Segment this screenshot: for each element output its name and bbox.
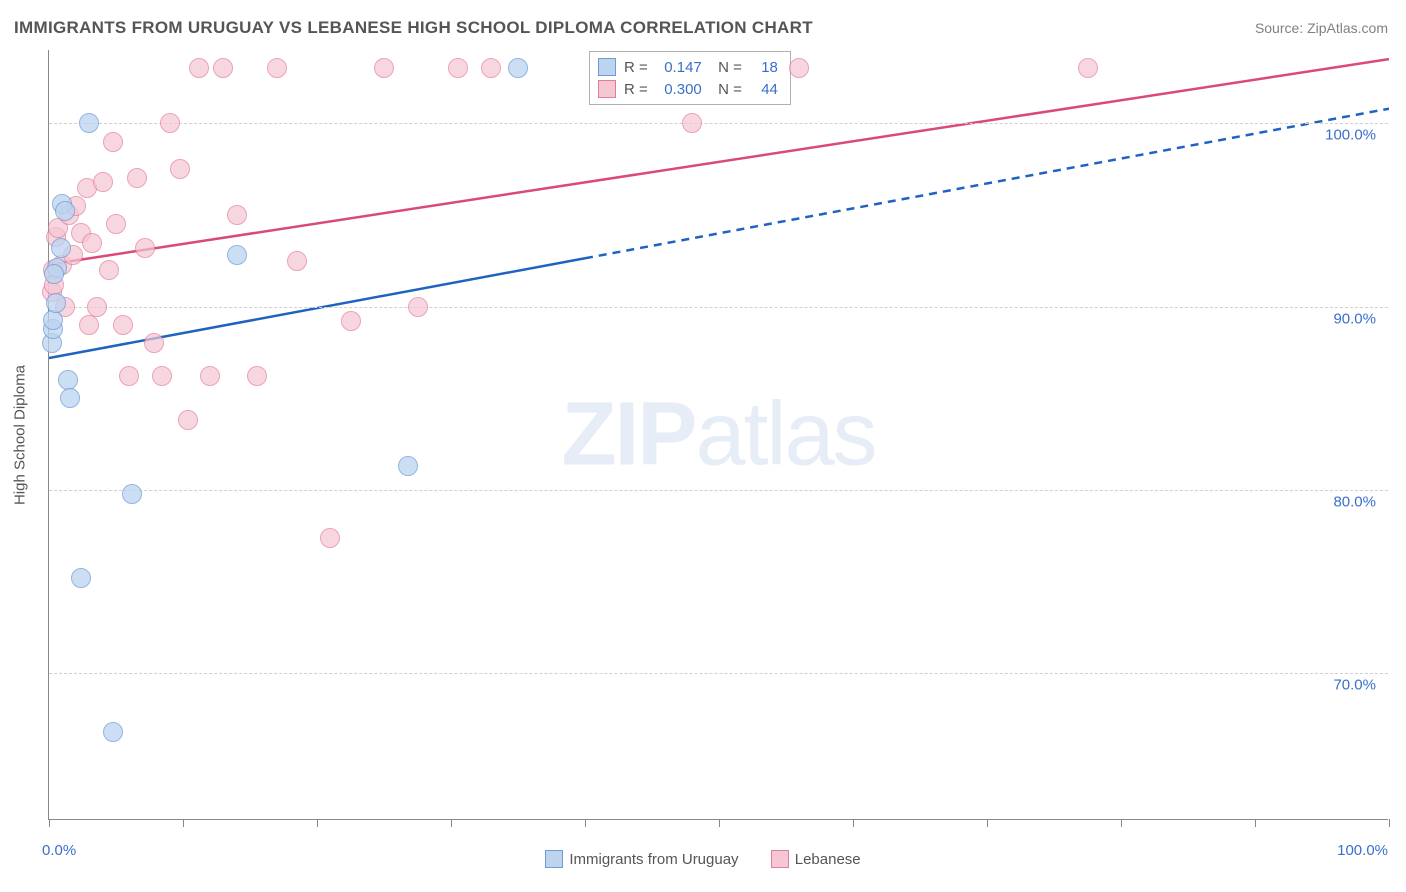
data-point-lebanese: [82, 233, 102, 253]
n-value-uruguay: 18: [750, 59, 778, 76]
gridline: [49, 307, 1388, 308]
data-point-lebanese: [341, 311, 361, 331]
data-point-lebanese: [160, 113, 180, 133]
data-point-uruguay: [227, 245, 247, 265]
swatch-lebanese: [598, 80, 616, 98]
data-point-lebanese: [448, 58, 468, 78]
data-point-lebanese: [106, 214, 126, 234]
x-tick: [853, 819, 854, 827]
correlation-legend: R = 0.147 N = 18 R = 0.300 N = 44: [589, 51, 791, 105]
data-point-lebanese: [87, 297, 107, 317]
x-tick: [1389, 819, 1390, 827]
data-point-lebanese: [789, 58, 809, 78]
data-point-lebanese: [99, 260, 119, 280]
trend-lines-svg: [49, 50, 1389, 820]
data-point-uruguay: [79, 113, 99, 133]
data-point-lebanese: [113, 315, 133, 335]
x-tick: [987, 819, 988, 827]
swatch-uruguay-icon: [545, 850, 563, 868]
legend-row-lebanese: R = 0.300 N = 44: [598, 78, 778, 100]
legend-item-lebanese: Lebanese: [771, 850, 861, 868]
swatch-lebanese-icon: [771, 850, 789, 868]
r-label: R =: [624, 81, 648, 98]
data-point-lebanese: [135, 238, 155, 258]
data-point-lebanese: [247, 366, 267, 386]
data-point-uruguay: [58, 370, 78, 390]
y-axis-label: High School Diploma: [12, 365, 29, 505]
data-point-lebanese: [408, 297, 428, 317]
data-point-lebanese: [320, 528, 340, 548]
data-point-lebanese: [103, 132, 123, 152]
data-point-uruguay: [398, 456, 418, 476]
data-point-uruguay: [122, 484, 142, 504]
legend-label-lebanese: Lebanese: [795, 851, 861, 868]
data-point-lebanese: [144, 333, 164, 353]
r-value-lebanese: 0.300: [656, 81, 702, 98]
data-point-lebanese: [178, 410, 198, 430]
x-tick: [451, 819, 452, 827]
r-label: R =: [624, 59, 648, 76]
gridline: [49, 490, 1388, 491]
gridline: [49, 673, 1388, 674]
data-point-uruguay: [46, 293, 66, 313]
chart-title: IMMIGRANTS FROM URUGUAY VS LEBANESE HIGH…: [14, 18, 813, 38]
data-point-lebanese: [481, 58, 501, 78]
gridline: [49, 123, 1388, 124]
y-tick-label: 70.0%: [1333, 677, 1376, 694]
data-point-lebanese: [227, 205, 247, 225]
legend-label-uruguay: Immigrants from Uruguay: [569, 851, 738, 868]
plot-area: ZIPatlas R = 0.147 N = 18 R = 0.300 N = …: [48, 50, 1388, 820]
x-tick: [183, 819, 184, 827]
data-point-lebanese: [374, 58, 394, 78]
y-tick-label: 90.0%: [1333, 310, 1376, 327]
data-point-uruguay: [51, 238, 71, 258]
x-tick: [317, 819, 318, 827]
data-point-uruguay: [508, 58, 528, 78]
data-point-lebanese: [267, 58, 287, 78]
source-attribution: Source: ZipAtlas.com: [1255, 20, 1388, 36]
data-point-lebanese: [119, 366, 139, 386]
x-tick: [1255, 819, 1256, 827]
data-point-lebanese: [287, 251, 307, 271]
data-point-lebanese: [152, 366, 172, 386]
n-label: N =: [710, 59, 742, 76]
legend-item-uruguay: Immigrants from Uruguay: [545, 850, 738, 868]
data-point-uruguay: [55, 201, 75, 221]
data-point-lebanese: [213, 58, 233, 78]
data-point-lebanese: [127, 168, 147, 188]
x-tick: [1121, 819, 1122, 827]
y-tick-label: 80.0%: [1333, 494, 1376, 511]
data-point-uruguay: [71, 568, 91, 588]
data-point-lebanese: [93, 172, 113, 192]
n-value-lebanese: 44: [750, 81, 778, 98]
data-point-lebanese: [189, 58, 209, 78]
swatch-uruguay: [598, 58, 616, 76]
data-point-lebanese: [1078, 58, 1098, 78]
x-tick: [49, 819, 50, 827]
data-point-uruguay: [60, 388, 80, 408]
legend-row-uruguay: R = 0.147 N = 18: [598, 56, 778, 78]
x-tick: [585, 819, 586, 827]
data-point-lebanese: [682, 113, 702, 133]
data-point-uruguay: [44, 264, 64, 284]
data-point-lebanese: [200, 366, 220, 386]
data-point-lebanese: [170, 159, 190, 179]
data-point-uruguay: [103, 722, 123, 742]
r-value-uruguay: 0.147: [656, 59, 702, 76]
n-label: N =: [710, 81, 742, 98]
data-point-lebanese: [79, 315, 99, 335]
x-tick: [719, 819, 720, 827]
y-tick-label: 100.0%: [1325, 127, 1376, 144]
series-legend: Immigrants from Uruguay Lebanese: [0, 850, 1406, 872]
